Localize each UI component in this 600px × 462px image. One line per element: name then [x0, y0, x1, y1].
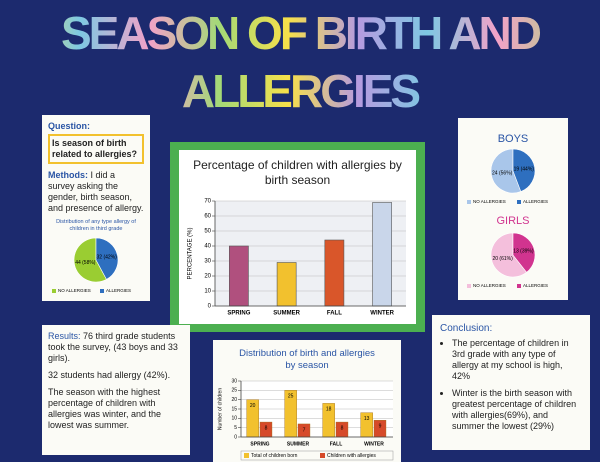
- pie-slice: [512, 148, 536, 192]
- y-tick-label: 5: [234, 425, 237, 431]
- slice-label: 20 (61%): [492, 256, 513, 262]
- bar: [372, 202, 392, 307]
- pie-slice: [490, 232, 528, 278]
- value-label: 8: [265, 425, 268, 431]
- distribution-panel: Distribution of birth and allergies by s…: [213, 340, 401, 462]
- gender-panel: BOYS 24 (56%) 19 (44%) NO ALLERGIES ALLERGI…: [458, 118, 568, 300]
- bar-chart: 0 10 20 30 40 50 60 70 PERCENTAGE (%) SPRING SUMME…: [188, 199, 406, 317]
- bar: [276, 262, 297, 307]
- girls-title: GIRLS: [496, 215, 530, 227]
- x-tick-label: SUMMER: [287, 441, 310, 447]
- x-tick-label: FALL: [327, 311, 342, 317]
- chart-title: Percentage of children with allergies by…: [193, 158, 402, 187]
- boys-title: BOYS: [497, 133, 529, 145]
- y-tick-label: 10: [231, 416, 237, 422]
- x-tick-label: WINTER: [364, 441, 384, 447]
- y-tick-label: 60: [204, 214, 211, 220]
- legend-label: ALLERGIES: [523, 283, 548, 288]
- poster-title: SEASON OF BIRTH AND ALLERGIES: [10, 4, 590, 120]
- methods-text: I did a survey asking the gender, birth …: [48, 170, 144, 213]
- legend-swatch: [467, 200, 471, 204]
- pie-title: Distribution of any type allergy of chil…: [56, 219, 136, 232]
- y-tick-label: 50: [204, 229, 211, 235]
- legend-swatch: [517, 200, 521, 204]
- y-tick-label: 30: [231, 378, 237, 384]
- y-tick-label: 10: [204, 289, 211, 295]
- x-tick-label: WINTER: [370, 311, 394, 317]
- conclusion-bullet: The percentage of children in 3rd grade …: [452, 338, 582, 382]
- methods-heading: Methods:: [48, 170, 88, 180]
- chart-frame: Percentage of children with allergies by…: [170, 142, 425, 332]
- pie-chart: 44 (58%)32 (42%) NO ALLERGIES ALLERGIES: [52, 237, 131, 293]
- legend-swatch: [100, 289, 104, 293]
- pie-chart: 24 (56%)19 (44%) NO ALLERGIES ALLERGIES: [467, 148, 548, 204]
- conclusion-panel: Conclusion: The percentage of children i…: [432, 315, 590, 450]
- conclusion-heading: Conclusion:: [440, 323, 493, 334]
- slice-label: 24 (56%): [492, 170, 513, 176]
- x-tick-label: FALL: [330, 441, 343, 447]
- x-tick-label: SPRING: [250, 441, 269, 447]
- y-tick-label: 0: [208, 304, 212, 310]
- slice-label: 32 (42%): [97, 255, 118, 261]
- slice-label: 44 (58%): [75, 260, 96, 266]
- legend-box: [240, 450, 394, 461]
- y-tick-label: 40: [204, 244, 211, 250]
- bar: [229, 245, 249, 307]
- legend-swatch: [467, 284, 471, 288]
- methods: Methods: I did a survey asking the gende…: [48, 170, 144, 214]
- value-label: 20: [250, 403, 256, 409]
- conclusion-bullet: Winter is the birth season with greatest…: [452, 388, 582, 432]
- pie-slice: [490, 148, 522, 194]
- value-label: 13: [364, 416, 370, 422]
- results-paragraph: 32 students had allergy (42%).: [48, 370, 171, 380]
- slice-label: 13 (39%): [513, 249, 534, 255]
- y-tick-label: 70: [204, 199, 211, 205]
- y-axis-label: PERCENTAGE (%): [188, 228, 194, 280]
- pie-slice: [95, 237, 119, 280]
- y-tick-label: 20: [231, 397, 237, 403]
- pie-slice: [512, 232, 536, 273]
- results-paragraph: Results: 76 third grade students took th…: [48, 331, 184, 364]
- y-tick-label: 30: [204, 259, 211, 265]
- y-tick-label: 0: [234, 434, 237, 440]
- y-tick-label: 25: [231, 388, 237, 394]
- legend-label: ALLERGIES: [523, 199, 548, 204]
- legend-label: NO ALLERGIES: [473, 283, 506, 288]
- chart-title: Distribution of birth and allergies by s…: [239, 348, 375, 371]
- legend-label: NO ALLERGIES: [58, 288, 91, 293]
- value-label: 7: [303, 427, 306, 433]
- legend-label: ALLERGIES: [106, 288, 131, 293]
- pie-slice: [73, 237, 107, 283]
- pie-chart: 20 (61%)13 (39%) NO ALLERGIES ALLERGIES: [467, 232, 548, 288]
- results-panel: Results: 76 third grade students took th…: [42, 325, 190, 455]
- question-panel: Question: Is season of birth related to …: [42, 115, 150, 301]
- value-label: 25: [288, 394, 294, 400]
- results-text: 76 third grade students took the survey,…: [48, 331, 178, 363]
- value-label: 8: [341, 425, 344, 431]
- question-heading: Question:: [48, 121, 90, 131]
- legend-label: NO ALLERGIES: [473, 199, 506, 204]
- value-label: 18: [326, 407, 332, 413]
- chart-card: Percentage of children with allergies by…: [179, 150, 416, 324]
- conclusion-list: The percentage of children in 3rd grade …: [440, 338, 582, 432]
- y-tick-label: 15: [231, 406, 237, 412]
- x-tick-label: SUMMER: [273, 311, 300, 317]
- question-text: Is season of birth related to allergies?: [48, 134, 144, 164]
- results-paragraph: The season with the highest percentage o…: [48, 387, 162, 430]
- legend-swatch: [517, 284, 521, 288]
- results-heading: Results:: [48, 331, 81, 341]
- legend-swatch: [244, 453, 249, 458]
- legend-swatch: [52, 289, 56, 293]
- y-tick-label: 20: [204, 274, 211, 280]
- y-axis-label: Number of children: [217, 388, 223, 430]
- value-label: 9: [379, 424, 382, 430]
- legend-swatch: [320, 453, 325, 458]
- bar: [324, 239, 345, 307]
- legend-label: Children with allergies: [327, 453, 376, 459]
- bar-chart: 0 5 10 15 20 25 30 Number of children SPRING 20 8 S…: [217, 378, 394, 461]
- x-tick-label: SPRING: [227, 311, 250, 317]
- legend-label: Total of children born: [251, 453, 298, 459]
- slice-label: 19 (44%): [514, 166, 535, 172]
